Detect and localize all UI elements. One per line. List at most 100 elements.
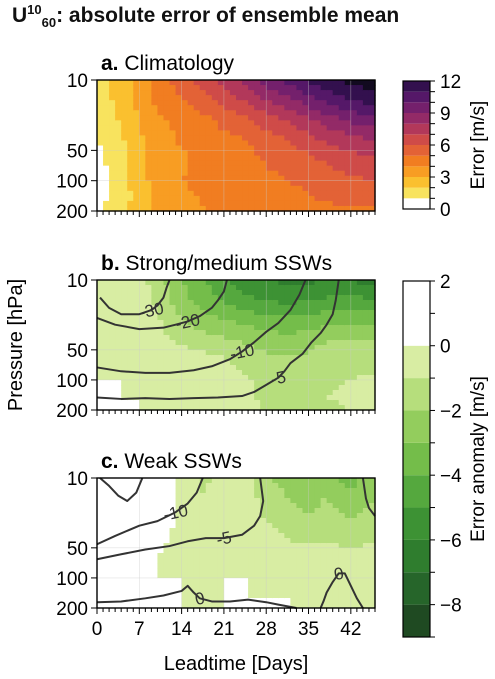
heatmap-cell xyxy=(193,548,201,554)
heatmap-cell xyxy=(302,548,310,554)
heatmap-cell xyxy=(344,175,352,182)
colorbar-segment xyxy=(403,166,430,177)
heatmap-cell xyxy=(320,90,328,96)
heatmap-cell xyxy=(260,325,267,331)
heatmap-cell xyxy=(97,350,104,356)
heatmap-cell xyxy=(248,478,255,484)
heatmap-cell xyxy=(121,150,128,157)
heatmap-cell xyxy=(115,145,122,152)
heatmap-cell xyxy=(278,478,285,484)
heatmap-cell xyxy=(145,320,152,326)
heatmap-cell xyxy=(320,305,328,311)
heatmap-cell xyxy=(332,508,340,514)
heatmap-cell xyxy=(211,310,219,316)
heatmap-cell xyxy=(248,300,255,306)
heatmap-cell xyxy=(223,543,231,549)
heatmap-cell xyxy=(193,355,201,361)
heatmap-cell xyxy=(242,568,249,574)
heatmap-cell xyxy=(109,583,116,589)
heatmap-cell xyxy=(254,548,261,554)
heatmap-cell xyxy=(223,180,231,187)
heatmap-cell xyxy=(236,503,243,509)
heatmap-cell xyxy=(199,528,207,534)
heatmap-cell xyxy=(260,305,267,311)
heatmap-cell xyxy=(97,345,104,351)
heatmap-cell xyxy=(266,185,273,192)
heatmap-cell xyxy=(175,513,183,519)
heatmap-cell xyxy=(314,205,322,212)
heatmap-cell xyxy=(368,315,376,321)
heatmap-cell xyxy=(139,105,146,111)
heatmap-cell xyxy=(350,513,358,519)
heatmap-cell xyxy=(314,170,322,177)
heatmap-cell xyxy=(350,498,358,504)
heatmap-cell xyxy=(284,335,291,341)
heatmap-cell xyxy=(266,350,273,356)
heatmap-cell xyxy=(356,583,364,589)
heatmap-cell xyxy=(211,325,219,331)
heatmap-cell xyxy=(151,405,159,411)
heatmap-cell xyxy=(236,95,243,101)
heatmap-cell xyxy=(157,150,165,157)
heatmap-cell xyxy=(236,483,243,489)
heatmap-cell xyxy=(272,553,279,559)
colorbar-segment xyxy=(403,155,430,167)
heatmap-cell xyxy=(368,350,376,356)
heatmap-cell xyxy=(284,528,291,534)
heatmap-cell xyxy=(223,80,231,86)
heatmap-cell xyxy=(350,200,358,207)
contour-line xyxy=(99,477,144,503)
heatmap-cell xyxy=(109,205,116,212)
heatmap-cell xyxy=(314,375,322,381)
heatmap-cell xyxy=(151,280,159,286)
heatmap-cell xyxy=(205,190,213,197)
heatmap-cell xyxy=(223,533,231,539)
heatmap-cell xyxy=(151,528,159,534)
heatmap-cell xyxy=(332,375,340,381)
heatmap-cell xyxy=(205,85,213,91)
heatmap-cell xyxy=(368,493,376,499)
heatmap-cell xyxy=(193,553,201,559)
heatmap-cell xyxy=(308,553,316,559)
heatmap-cell xyxy=(205,385,213,391)
heatmap-cell xyxy=(127,170,134,177)
heatmap-cell xyxy=(350,80,358,86)
heatmap-cell xyxy=(296,563,304,569)
heatmap-cell xyxy=(139,380,146,386)
heatmap-cell xyxy=(223,320,231,326)
heatmap-cell xyxy=(236,375,243,381)
heatmap-cell xyxy=(97,483,104,489)
heatmap-cell xyxy=(181,385,189,391)
heatmap-cell xyxy=(266,360,273,366)
heatmap-cell xyxy=(290,493,298,499)
heatmap-cell xyxy=(157,483,165,489)
heatmap-cell xyxy=(205,90,213,96)
heatmap-cell xyxy=(103,360,110,366)
heatmap-cell xyxy=(109,508,116,514)
heatmap-cell xyxy=(320,280,328,286)
heatmap-cell xyxy=(266,295,273,301)
heatmap-cell xyxy=(308,385,316,391)
heatmap-cell xyxy=(362,110,370,116)
heatmap-cell xyxy=(242,185,249,192)
heatmap-cell xyxy=(284,150,291,157)
heatmap-cell xyxy=(103,335,110,341)
heatmap-cell xyxy=(290,325,298,331)
heatmap-cell xyxy=(193,140,201,147)
heatmap-cell xyxy=(163,583,171,589)
heatmap-cell xyxy=(362,330,370,336)
heatmap-cell xyxy=(266,150,273,157)
heatmap-cell xyxy=(223,185,231,192)
heatmap-cell xyxy=(229,553,237,559)
heatmap-cell xyxy=(314,315,322,321)
heatmap-cell xyxy=(211,195,219,202)
heatmap-cell xyxy=(163,115,171,121)
heatmap-cell xyxy=(163,395,171,401)
heatmap-cell xyxy=(199,165,207,172)
heatmap-cell xyxy=(308,573,316,579)
heatmap-cell xyxy=(236,603,243,609)
heatmap-cell xyxy=(217,498,225,504)
heatmap-cell xyxy=(211,295,219,301)
heatmap-cell xyxy=(223,160,231,167)
